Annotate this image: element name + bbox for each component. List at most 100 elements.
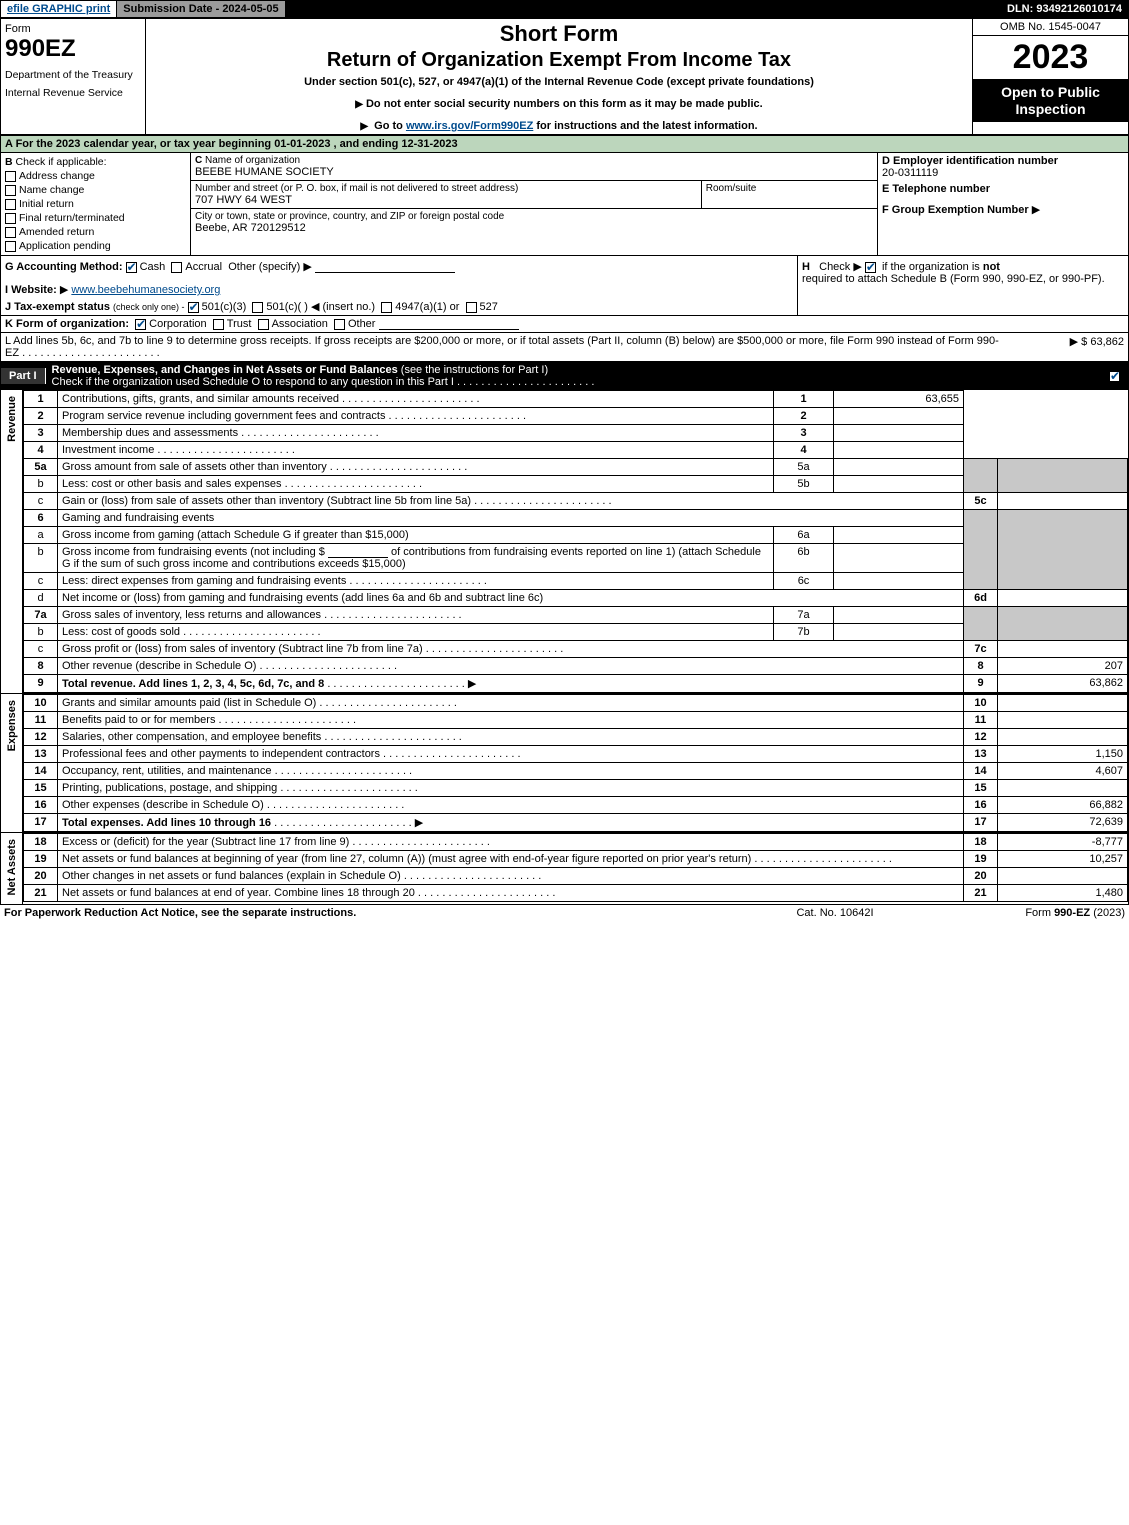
line-14: 14Occupancy, rent, utilities, and mainte…: [24, 763, 1128, 780]
g-other: Other (specify): [228, 261, 300, 273]
part1-note: (see the instructions for Part I): [401, 364, 548, 376]
line-15: 15Printing, publications, postage, and s…: [24, 780, 1128, 797]
dept-treasury: Department of the Treasury: [5, 69, 141, 81]
title-return: Return of Organization Exempt From Incom…: [152, 49, 966, 72]
line-5b: bLess: cost or other basis and sales exp…: [24, 476, 1128, 493]
l-text: L Add lines 5b, 6c, and 7b to line 9 to …: [5, 335, 1004, 359]
chk-amended-return[interactable]: Amended return: [5, 226, 186, 238]
chk-application-pending[interactable]: Application pending: [5, 240, 186, 252]
tax-year: 2023: [973, 36, 1128, 80]
chk-501c[interactable]: [252, 302, 263, 313]
chk-h[interactable]: [865, 262, 876, 273]
line-10: 10Grants and similar amounts paid (list …: [24, 695, 1128, 712]
col-def: D Employer identification number 20-0311…: [878, 153, 1128, 255]
section-b-block: B Check if applicable: Address change Na…: [1, 153, 1128, 256]
footer-left: For Paperwork Reduction Act Notice, see …: [4, 907, 725, 919]
line-6d: dNet income or (loss) from gaming and fu…: [24, 590, 1128, 607]
header-mid: Short Form Return of Organization Exempt…: [146, 19, 973, 134]
chk-initial-return[interactable]: Initial return: [5, 198, 186, 210]
line-16: 16Other expenses (describe in Schedule O…: [24, 797, 1128, 814]
goto-post: for instructions and the latest informat…: [536, 120, 757, 132]
netassets-group: Net Assets 18Excess or (deficit) for the…: [1, 833, 1128, 904]
line-5c: cGain or (loss) from sale of assets othe…: [24, 493, 1128, 510]
goto-pre: Go to: [374, 120, 406, 132]
e-label: E Telephone number: [882, 183, 1124, 195]
chk-name-change[interactable]: Name change: [5, 184, 186, 196]
footer-right: Form 990-EZ (2023): [945, 907, 1125, 919]
row-l: L Add lines 5b, 6c, and 7b to line 9 to …: [1, 333, 1128, 362]
line-3: 3Membership dues and assessments3: [24, 425, 1128, 442]
chk-final-return[interactable]: Final return/terminated: [5, 212, 186, 224]
c-name-label: Name of organization: [205, 155, 300, 166]
irs-label: Internal Revenue Service: [5, 87, 141, 99]
header-right: OMB No. 1545-0047 2023 Open to Public In…: [973, 19, 1128, 134]
k-other: Other: [348, 318, 376, 330]
line-7a: 7aGross sales of inventory, less returns…: [24, 607, 1128, 624]
chk-accrual[interactable]: [171, 262, 182, 273]
line-11: 11Benefits paid to or for members11: [24, 712, 1128, 729]
j-4947: 4947(a)(1) or: [395, 301, 459, 313]
chk-assoc[interactable]: [258, 319, 269, 330]
i-label: I Website:: [5, 284, 57, 296]
chk-other[interactable]: [334, 319, 345, 330]
line-5a: 5aGross amount from sale of assets other…: [24, 459, 1128, 476]
g-label: G Accounting Method:: [5, 261, 123, 273]
org-name: BEEBE HUMANE SOCIETY: [195, 166, 873, 178]
j-insert: (insert no.): [323, 301, 376, 313]
line-18: 18Excess or (deficit) for the year (Subt…: [24, 834, 1128, 851]
k-other-input[interactable]: [379, 318, 519, 330]
line-6c: cLess: direct expenses from gaming and f…: [24, 573, 1128, 590]
g-accrual: Accrual: [185, 261, 222, 273]
chk-cash[interactable]: [126, 262, 137, 273]
section-gh: G Accounting Method: Cash Accrual Other …: [1, 256, 1128, 316]
irs-link[interactable]: www.irs.gov/Form990EZ: [406, 120, 533, 132]
line-19: 19Net assets or fund balances at beginni…: [24, 851, 1128, 868]
j-527: 527: [480, 301, 498, 313]
omb-number: OMB No. 1545-0047: [973, 19, 1128, 36]
expenses-table: 10Grants and similar amounts paid (list …: [23, 694, 1128, 832]
h-label: H: [802, 261, 810, 273]
col-h: H Check ▶ if the organization is not req…: [798, 256, 1128, 315]
note-ssn: Do not enter social security numbers on …: [152, 98, 966, 110]
part1-header: Part I Revenue, Expenses, and Changes in…: [1, 362, 1128, 390]
chk-527[interactable]: [466, 302, 477, 313]
row-k: K Form of organization: Corporation Trus…: [1, 316, 1128, 333]
col-g: G Accounting Method: Cash Accrual Other …: [1, 256, 798, 315]
k-assoc: Association: [272, 318, 328, 330]
line-6b: bGross income from fundraising events (n…: [24, 544, 1128, 573]
f-row: F Group Exemption Number ▶: [882, 203, 1124, 216]
footer: For Paperwork Reduction Act Notice, see …: [0, 905, 1129, 921]
title-short-form: Short Form: [152, 21, 966, 47]
header: Form 990EZ Department of the Treasury In…: [1, 19, 1128, 136]
website-link[interactable]: www.beebehumanesociety.org: [71, 284, 220, 296]
j-501c: 501(c)( ): [266, 301, 308, 313]
chk-corp[interactable]: [135, 319, 146, 330]
h-check: Check ▶: [819, 261, 862, 273]
expenses-label: Expenses: [1, 694, 23, 832]
f-label: F Group Exemption Number: [882, 204, 1029, 216]
line-7c: cGross profit or (loss) from sales of in…: [24, 641, 1128, 658]
l-amount: $ 63,862: [1081, 336, 1124, 348]
b-label: B: [5, 156, 13, 168]
g-cash: Cash: [140, 261, 166, 273]
line-13: 13Professional fees and other payments t…: [24, 746, 1128, 763]
chk-4947[interactable]: [381, 302, 392, 313]
chk-part1[interactable]: [1109, 371, 1120, 382]
room-label: Room/suite: [706, 183, 873, 194]
row-a: A For the 2023 calendar year, or tax yea…: [1, 136, 1128, 153]
chk-trust[interactable]: [213, 319, 224, 330]
h-not: not: [983, 261, 1000, 273]
open-inspection: Open to Public Inspection: [973, 80, 1128, 122]
h-text3: required to attach Schedule B (Form 990,…: [802, 273, 1124, 285]
chk-501c3[interactable]: [188, 302, 199, 313]
subtitle: Under section 501(c), 527, or 4947(a)(1)…: [152, 76, 966, 88]
ein: 20-0311119: [882, 167, 1124, 179]
chk-address-change[interactable]: Address change: [5, 170, 186, 182]
dln: DLN: 93492126010174: [1001, 1, 1128, 17]
line-20: 20Other changes in net assets or fund ba…: [24, 868, 1128, 885]
city: Beebe, AR 720129512: [195, 222, 873, 234]
k-corp: Corporation: [149, 318, 206, 330]
other-specify-input[interactable]: [315, 261, 455, 273]
header-left: Form 990EZ Department of the Treasury In…: [1, 19, 146, 134]
efile-print-link[interactable]: efile GRAPHIC print: [1, 1, 117, 17]
